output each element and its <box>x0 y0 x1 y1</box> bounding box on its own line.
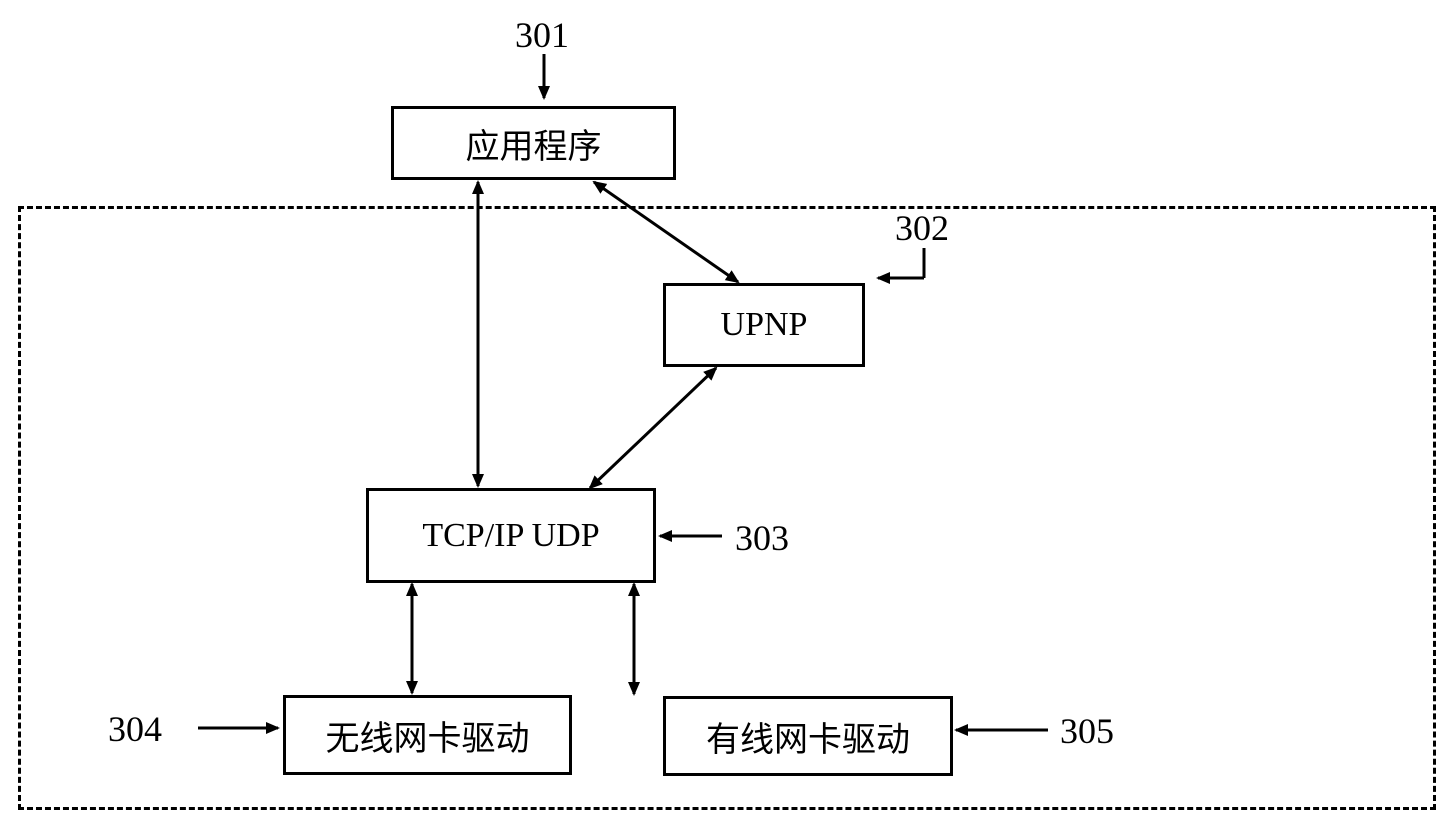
ref-label-303: 303 <box>735 517 789 559</box>
node-wired-driver: 有线网卡驱动 <box>663 696 953 776</box>
node-wired-label: 有线网卡驱动 <box>706 712 910 761</box>
node-tcpip: TCP/IP UDP <box>366 488 656 583</box>
ref-label-302: 302 <box>895 207 949 249</box>
ref-label-305: 305 <box>1060 710 1114 752</box>
node-wireless-driver: 无线网卡驱动 <box>283 695 572 775</box>
node-application: 应用程序 <box>391 106 676 180</box>
ref-label-301: 301 <box>515 14 569 56</box>
node-tcpip-label: TCP/IP UDP <box>422 517 599 555</box>
node-upnp: UPNP <box>663 283 865 367</box>
ref-label-304: 304 <box>108 708 162 750</box>
node-wireless-label: 无线网卡驱动 <box>326 711 530 760</box>
node-upnp-label: UPNP <box>721 306 808 344</box>
node-application-label: 应用程序 <box>466 119 602 168</box>
